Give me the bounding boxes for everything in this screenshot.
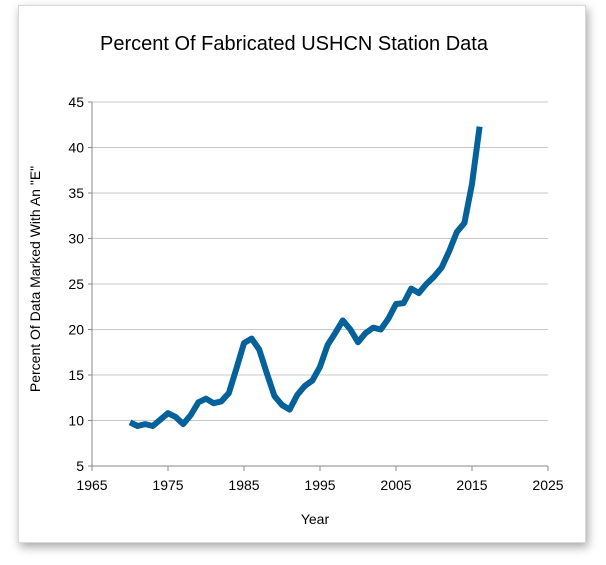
x-axis-label: Year [301,511,330,527]
y-tick-label: 45 [68,94,84,110]
series-layer [128,126,483,429]
y-tick-label: 40 [68,140,84,156]
y-tick-label: 5 [76,458,84,474]
x-tick-labels: 1965 1975 1985 1995 2005 2015 2025 [76,477,563,493]
x-tick-label: 1995 [304,477,335,493]
x-tick-label: 2025 [532,477,563,493]
y-tick-label: 25 [68,276,84,292]
y-tick-label: 35 [68,185,84,201]
x-tick-label: 1965 [76,477,107,493]
series-line-0 [128,126,483,429]
y-tick-label: 30 [68,231,84,247]
y-axis-label: Percent Of Data Marked With An "E" [27,166,43,392]
x-tick-label: 2015 [456,477,487,493]
y-tick-label: 10 [68,413,84,429]
chart-title: Percent Of Fabricated USHCN Station Data [100,33,489,55]
x-tick-label: 1975 [152,477,183,493]
x-tick-label: 1985 [228,477,259,493]
gridlines [88,101,548,467]
y-tick-label: 15 [68,367,84,383]
axes [91,102,549,471]
y-tick-labels: 5 10 15 20 25 30 35 40 45 [68,94,84,474]
chart-frame: 5 10 15 20 25 30 35 40 45 1965 1975 1985 1995 2005 20… [18,5,586,543]
x-tick-label: 2005 [380,477,411,493]
y-tick-label: 20 [68,322,84,338]
